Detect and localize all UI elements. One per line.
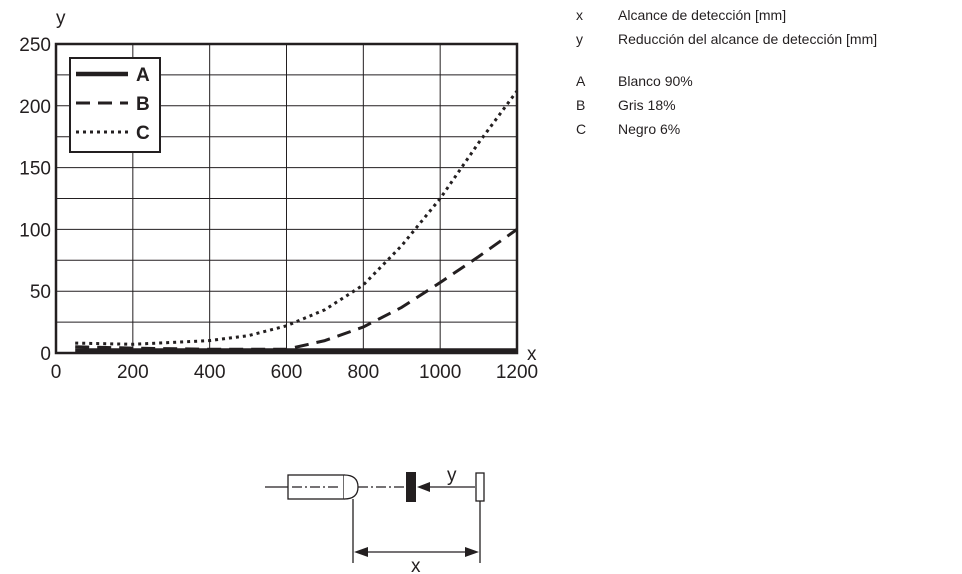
diagram-x-label: x <box>411 556 421 574</box>
legend-row-x: x Alcance de detección [mm] <box>576 3 960 27</box>
series-lines <box>75 90 519 353</box>
legend-text: Blanco 90% <box>618 73 693 89</box>
x-tick-label: 1200 <box>496 362 538 383</box>
definitions-legend: x Alcance de detección [mm] y Reducción … <box>576 3 960 141</box>
x-tick-label: 0 <box>51 362 62 383</box>
legend-key: B <box>576 97 586 113</box>
legend-key: C <box>576 121 587 137</box>
target-object <box>406 472 416 502</box>
y-tick-label: 50 <box>30 282 51 303</box>
x-tick-label: 200 <box>117 362 149 383</box>
y-axis-label: y <box>56 8 66 29</box>
legend-text: Reducción del alcance de detección [mm] <box>618 31 878 47</box>
series-line-b <box>75 228 518 351</box>
legend-text: Negro 6% <box>618 121 681 137</box>
x-tick-label: 1000 <box>419 362 461 383</box>
diagram-y-label: y <box>447 465 457 486</box>
legend-row-a: A Blanco 90% <box>576 69 960 93</box>
legend-label-c: C <box>136 123 150 144</box>
y-tick-label: 200 <box>19 97 51 118</box>
legend-row-c: C Negro 6% <box>576 117 960 141</box>
sensor-lens <box>343 474 359 500</box>
x-tick-label: 800 <box>347 362 379 383</box>
y-tick-label: 0 <box>40 344 51 365</box>
x-tick-label: 400 <box>194 362 226 383</box>
legend-text: Gris 18% <box>618 97 676 113</box>
y-tick-label: 100 <box>19 220 51 241</box>
y-tick-label: 150 <box>19 159 51 180</box>
legend-label-b: B <box>136 94 150 115</box>
legend-key: y <box>576 31 583 47</box>
legend-row-b: B Gris 18% <box>576 93 960 117</box>
legend-key: A <box>576 73 586 89</box>
dimension-arrow-right <box>465 547 479 557</box>
y-tick-label: 250 <box>19 35 51 56</box>
plot-frame <box>54 42 519 355</box>
legend-row-y: y Reducción del alcance de detección [mm… <box>576 27 960 51</box>
reference-target <box>475 472 485 502</box>
series-line-c <box>75 90 519 346</box>
x-axis-label: x <box>527 344 537 365</box>
tick-labels: 0 200 400 600 800 1000 1200 0 50 100 150 200 250 <box>19 35 538 383</box>
legend-label-a: A <box>136 65 150 86</box>
reduction-arrow-head <box>417 482 430 492</box>
in-plot-legend: ABC <box>69 57 161 153</box>
legend-text: Alcance de detección [mm] <box>618 7 787 23</box>
legend-key: x <box>576 7 583 23</box>
dimension-arrow-left <box>354 547 368 557</box>
x-tick-label: 600 <box>271 362 303 383</box>
